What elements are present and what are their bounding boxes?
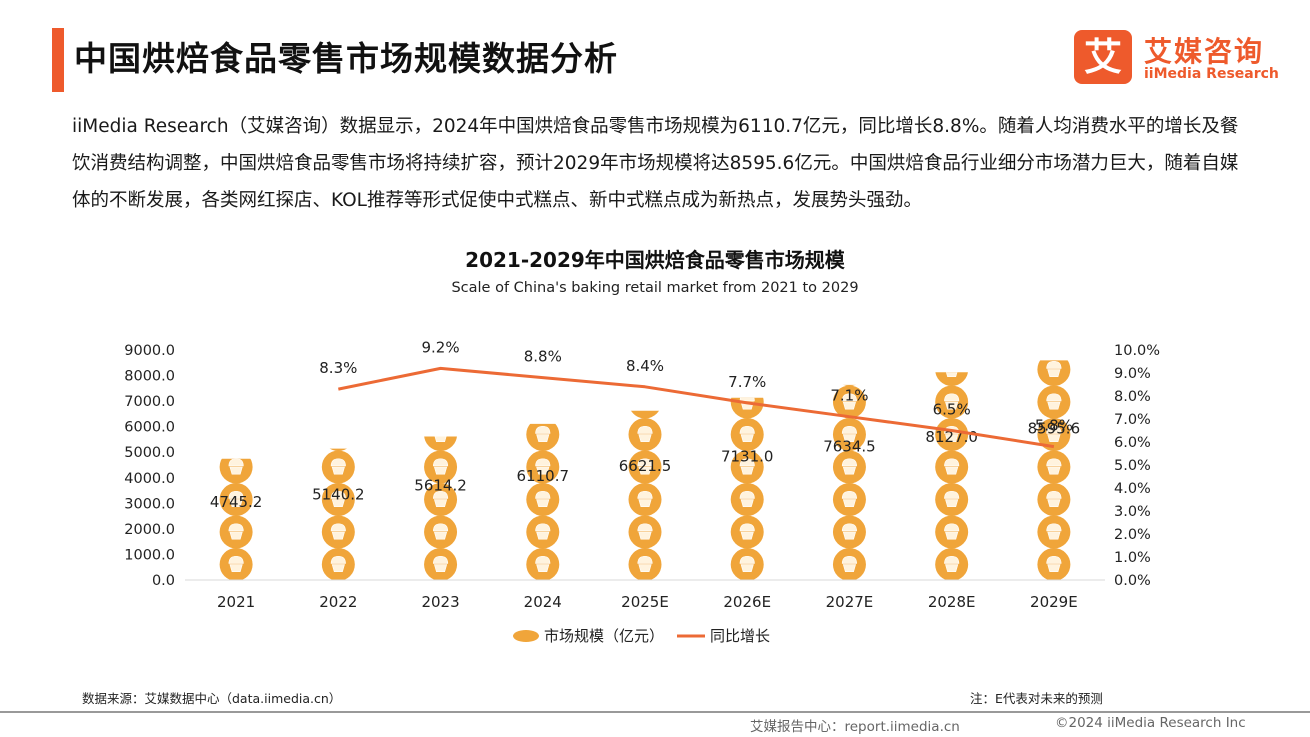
x-tick-label: 2026E — [723, 593, 771, 611]
growth-rate-label: 6.5% — [933, 401, 971, 419]
y-right-tick-label: 8.0% — [1114, 389, 1151, 405]
y-left-tick-label: 6000.0 — [124, 420, 175, 436]
y-left-tick-label: 0.0 — [152, 573, 175, 589]
y-right-tick-label: 0.0% — [1114, 573, 1151, 589]
x-tick-label: 2029E — [1030, 593, 1078, 611]
y-left-tick-label: 5000.0 — [124, 445, 175, 461]
cupcake-icon — [219, 548, 253, 580]
legend-line-label: 同比增长 — [710, 627, 770, 645]
page-title: 中国烘焙食品零售市场规模数据分析 — [74, 39, 618, 78]
x-tick-label: 2028E — [928, 593, 976, 611]
copyright: ©2024 iiMedia Research Inc — [1055, 715, 1246, 731]
bar-2025E — [628, 410, 662, 580]
chart-title: 2021-2029年中国烘焙食品零售市场规模 — [465, 248, 845, 272]
title-accent-bar — [52, 28, 64, 92]
y-left-tick-label: 3000.0 — [124, 496, 175, 512]
y-left-tick-label: 8000.0 — [124, 369, 175, 385]
bar-2024 — [526, 423, 560, 581]
forecast-note: 注：E代表对未来的预测 — [970, 691, 1103, 706]
cupcake-icon — [424, 436, 457, 451]
growth-rate-line — [338, 366, 1055, 449]
bar-value-label: 5140.2 — [312, 485, 365, 503]
bar-value-label: 7634.5 — [823, 438, 876, 456]
cupcake-icon — [424, 548, 458, 580]
y-left-tick-label: 2000.0 — [124, 522, 175, 538]
cupcake-icon — [321, 548, 355, 581]
growth-rate-label: 5.8% — [1035, 417, 1073, 435]
bar-value-label: 4745.2 — [210, 493, 263, 511]
growth-rate-label: 8.4% — [626, 357, 664, 375]
bar-2027E — [832, 384, 866, 580]
logo-text-cn: 艾媒咨询 — [1144, 35, 1265, 68]
x-tick-label: 2024 — [524, 593, 562, 611]
y-right-tick-label: 2.0% — [1114, 527, 1151, 543]
bar-2022 — [321, 448, 355, 581]
brand-logo: 艾 艾媒咨询 iiMedia Research — [1074, 30, 1284, 88]
cupcake-icon — [730, 548, 764, 580]
y-left-tick-label: 7000.0 — [124, 394, 175, 410]
footer-divider — [0, 711, 1310, 713]
bar-value-label: 6621.5 — [619, 457, 672, 475]
bar-value-label: 5614.2 — [414, 476, 467, 494]
cupcake-icon — [526, 548, 560, 581]
bar-value-label: 8595.6 — [1028, 419, 1081, 437]
cupcake-icon — [631, 410, 659, 419]
x-tick-label: 2022 — [319, 593, 357, 611]
chart-subtitle: Scale of China's baking retail market fr… — [451, 280, 859, 296]
growth-rate-label: 8.3% — [319, 359, 357, 377]
cupcake-icon — [1037, 548, 1071, 580]
bar-2021 — [219, 458, 253, 580]
intro-paragraph: iiMedia Research（艾媒咨询）数据显示，2024年中国烘焙食品零售… — [72, 116, 1239, 211]
bar-2029E — [1037, 360, 1071, 580]
bar-2028E — [935, 372, 969, 580]
bar-value-label: 6110.7 — [517, 467, 570, 485]
growth-rate-label: 7.7% — [728, 373, 766, 391]
y-right-tick-label: 5.0% — [1114, 458, 1151, 474]
cupcake-icon — [843, 384, 856, 386]
y-right-tick-label: 1.0% — [1114, 550, 1151, 566]
legend-bar-label: 市场规模（亿元） — [544, 627, 664, 645]
y-left-tick-label: 1000.0 — [124, 547, 175, 563]
data-source-note: 数据来源：艾媒数据中心（data.iimedia.cn） — [82, 691, 342, 706]
bar-value-label: 7131.0 — [721, 447, 774, 465]
y-right-tick-label: 6.0% — [1114, 435, 1151, 451]
y-right-tick-label: 7.0% — [1114, 412, 1151, 428]
cupcake-icon — [935, 548, 969, 580]
y-right-tick-label: 3.0% — [1114, 504, 1151, 520]
x-tick-label: 2025E — [621, 593, 669, 611]
report-center-link[interactable]: 艾媒报告中心：report.iimedia.cn — [750, 719, 960, 735]
logo-text-en: iiMedia Research — [1144, 66, 1279, 82]
growth-rate-label: 7.1% — [830, 387, 868, 405]
y-right-tick-label: 10.0% — [1114, 343, 1160, 359]
y-right-tick-label: 4.0% — [1114, 481, 1151, 497]
legend-bar-swatch — [513, 630, 539, 642]
growth-rate-label: 8.8% — [524, 348, 562, 366]
y-left-tick-label: 9000.0 — [124, 343, 175, 359]
cupcake-icon — [935, 372, 968, 386]
x-tick-label: 2021 — [217, 593, 255, 611]
x-tick-label: 2023 — [421, 593, 459, 611]
cupcake-icon — [628, 548, 662, 580]
bar-2026E — [730, 397, 764, 580]
x-tick-label: 2027E — [826, 593, 874, 611]
bar-2023 — [424, 436, 458, 580]
logo-mark: 艾 — [1074, 30, 1132, 84]
cupcake-icon — [832, 548, 866, 580]
growth-rate-label: 9.2% — [422, 338, 460, 356]
y-right-tick-label: 9.0% — [1114, 366, 1151, 382]
y-left-tick-label: 4000.0 — [124, 471, 175, 487]
cupcake-icon — [329, 448, 347, 451]
